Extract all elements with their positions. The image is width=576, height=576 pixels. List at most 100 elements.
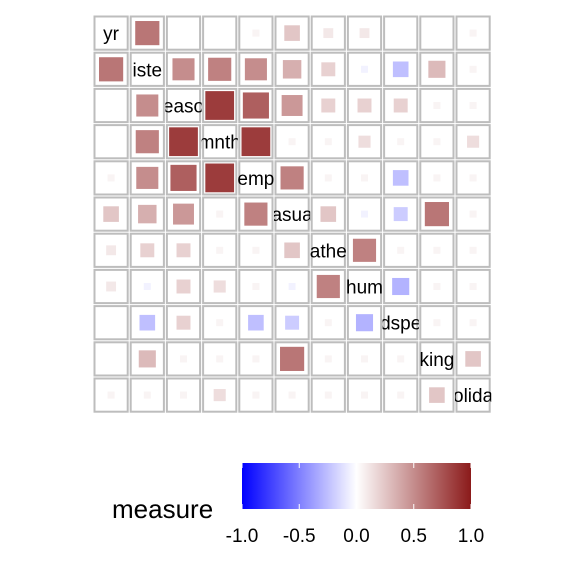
correlation-square — [242, 92, 269, 119]
correlation-square — [176, 279, 191, 294]
variable-label: athe — [310, 241, 347, 262]
correlation-square — [138, 350, 156, 368]
correlation-square — [180, 391, 187, 399]
correlation-square — [217, 30, 223, 36]
correlation-square — [433, 138, 441, 146]
correlation-square — [173, 203, 194, 225]
correlation-square — [469, 174, 477, 182]
correlation-square — [324, 355, 332, 363]
grid-cell — [455, 232, 491, 268]
correlation-square — [321, 62, 336, 77]
grid-cell — [346, 15, 383, 51]
correlation-square — [359, 28, 370, 39]
correlation-square — [138, 204, 157, 224]
grid-cell — [274, 196, 310, 232]
grid-cell — [419, 15, 455, 51]
correlation-square — [143, 391, 151, 399]
correlation-square — [143, 283, 151, 290]
correlation-square — [216, 210, 224, 218]
correlation-square — [136, 166, 159, 189]
correlation-square — [433, 283, 441, 290]
correlation-square — [99, 57, 124, 82]
correlation-square — [103, 206, 119, 222]
variable-label: emp — [237, 169, 274, 190]
correlation-square — [433, 174, 441, 182]
correlation-square — [282, 60, 302, 79]
correlation-square — [324, 138, 332, 146]
legend-tick-label: -0.5 — [283, 526, 316, 547]
correlation-square — [323, 28, 334, 39]
correlation-square — [176, 315, 191, 330]
correlation-square — [172, 58, 195, 81]
correlation-square — [169, 127, 198, 157]
correlation-square — [324, 319, 332, 327]
grid-cell — [455, 51, 491, 87]
correlation-square — [252, 283, 260, 290]
correlation-square — [288, 391, 296, 399]
variable-label: asua — [271, 205, 313, 226]
grid-cell — [129, 341, 165, 377]
correlation-square — [392, 277, 410, 296]
variable-label: yr — [103, 24, 120, 45]
grid-cell — [202, 124, 238, 160]
grid-cell — [129, 51, 165, 87]
correlation-square — [140, 243, 155, 258]
correlation-square — [216, 355, 224, 363]
grid-cell — [202, 377, 238, 413]
correlation-square — [469, 210, 477, 218]
correlation-square — [108, 103, 114, 108]
correlation-square — [139, 314, 156, 331]
correlation-square — [106, 281, 117, 292]
correlation-square — [324, 391, 332, 399]
correlation-square — [213, 389, 226, 402]
mark-layer — [99, 21, 481, 403]
correlation-square — [393, 98, 408, 113]
grid-cell — [419, 341, 455, 377]
correlation-square — [181, 30, 186, 36]
grid-cell — [455, 305, 491, 341]
variable-label: dspe — [380, 314, 421, 335]
correlation-square — [288, 283, 296, 290]
correlation-square — [108, 356, 114, 362]
correlation-square — [469, 29, 477, 37]
correlation-square — [397, 138, 405, 146]
grid-cell — [310, 232, 346, 268]
correlation-square — [469, 319, 477, 327]
correlation-square — [428, 60, 446, 78]
correlation-square — [280, 346, 305, 371]
correlation-square — [361, 391, 368, 399]
correlation-square — [316, 274, 340, 299]
correlation-square — [216, 246, 224, 254]
grid-cell — [419, 87, 455, 124]
correlation-square — [208, 57, 232, 81]
legend-colorbar — [242, 463, 471, 509]
grid-cell — [93, 15, 129, 51]
correlation-square — [285, 315, 300, 330]
correlation-square — [252, 29, 260, 37]
correlation-square — [252, 391, 260, 399]
legend-tick-label: -1.0 — [226, 526, 259, 547]
variable-label: easo — [163, 97, 204, 118]
correlation-square — [321, 98, 336, 113]
correlation-square — [324, 174, 332, 182]
variable-label: hum — [346, 278, 383, 299]
grid-cell — [346, 268, 383, 305]
correlation-square — [320, 206, 337, 222]
grid-cell — [346, 87, 383, 124]
grid-cell — [93, 124, 129, 160]
correlation-square — [361, 355, 368, 363]
legend-tick-label: 1.0 — [458, 526, 484, 547]
correlation-square — [361, 174, 368, 182]
grid-cell — [346, 124, 383, 160]
correlation-square — [180, 355, 187, 363]
correlation-square — [392, 170, 409, 186]
correlation-square — [284, 25, 300, 41]
grid-cell — [238, 377, 274, 413]
correlation-square — [216, 319, 224, 327]
grid-cell — [165, 51, 202, 87]
correlation-square — [433, 102, 441, 109]
correlation-square — [176, 243, 191, 258]
grid-cell — [93, 377, 129, 413]
correlation-square — [424, 202, 449, 227]
